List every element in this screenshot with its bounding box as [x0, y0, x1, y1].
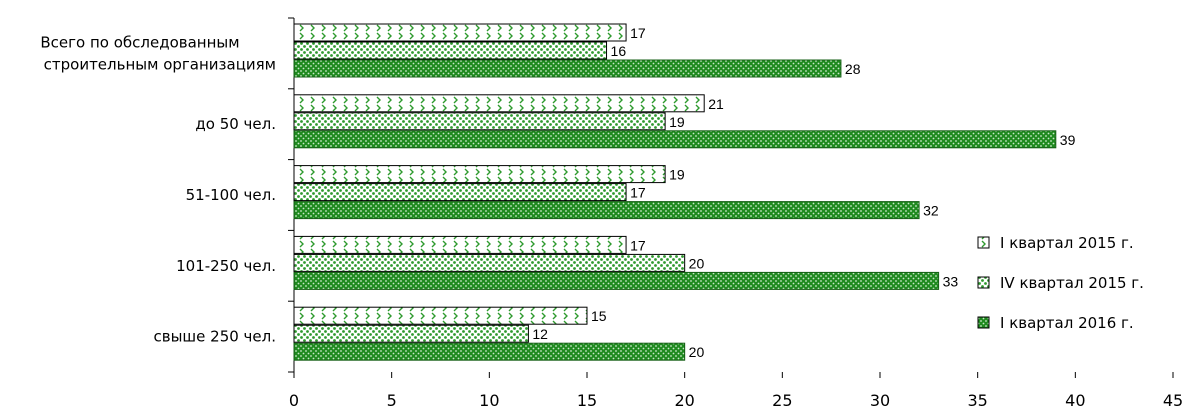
data-label: 17 [630, 185, 646, 201]
category-label: 101-250 чел. [176, 257, 276, 275]
bar-chevron [293, 306, 588, 325]
x-tick-label: 10 [479, 391, 499, 408]
x-tick-label: 15 [577, 391, 597, 408]
legend-swatch [977, 276, 990, 289]
x-tick-label: 45 [1163, 391, 1183, 408]
data-label: 28 [845, 61, 861, 77]
data-label: 19 [669, 167, 685, 183]
data-label: 17 [630, 25, 646, 41]
bar-chevron [293, 165, 666, 184]
category-label: 51-100 чел. [186, 186, 276, 204]
bar-dots [293, 183, 627, 202]
category-label: Всего по обследованным [40, 33, 239, 51]
bar-dense [293, 201, 920, 220]
bar-dots [293, 41, 608, 60]
bar-dense [293, 342, 686, 361]
bar-dense [293, 130, 1057, 149]
data-label: 21 [708, 96, 724, 112]
data-label: 19 [669, 114, 685, 130]
bar-chevron [293, 235, 627, 254]
data-label: 39 [1060, 132, 1076, 148]
data-label: 33 [943, 273, 959, 289]
bar-dense [293, 271, 940, 290]
data-label: 17 [630, 237, 646, 253]
data-label: 32 [923, 203, 939, 219]
bar-chevron [293, 94, 705, 113]
bar-dots [293, 253, 686, 272]
x-tick-label: 0 [289, 391, 299, 408]
bar-dots [293, 112, 666, 131]
x-tick-label: 20 [674, 391, 694, 408]
category-label: строительным организациям [44, 55, 276, 73]
data-label: 12 [532, 326, 548, 342]
legend-label: I квартал 2016 г. [1000, 314, 1134, 332]
data-label: 15 [591, 308, 607, 324]
category-label: свыше 250 чел. [154, 328, 277, 346]
data-label: 16 [611, 43, 627, 59]
legend-swatch [977, 316, 990, 329]
bar-chevron [293, 23, 627, 42]
bar-dots [293, 324, 529, 343]
legend-label: IV квартал 2015 г. [1000, 274, 1144, 292]
data-label: 20 [689, 344, 705, 360]
legend-label: I квартал 2015 г. [1000, 234, 1134, 252]
legend-swatch [977, 236, 990, 249]
x-tick-label: 5 [387, 391, 397, 408]
plot-area: 0 5 10 15 20 25 30 35 40 45 Всего по обследованным… [40, 17, 1183, 408]
x-tick-label: 25 [772, 391, 792, 408]
bar-dense [293, 59, 842, 78]
x-tick-label: 40 [1065, 391, 1085, 408]
x-tick-label: 30 [870, 391, 890, 408]
x-tick-label: 35 [967, 391, 987, 408]
data-label: 20 [689, 255, 705, 271]
category-label: до 50 чел. [195, 115, 276, 133]
